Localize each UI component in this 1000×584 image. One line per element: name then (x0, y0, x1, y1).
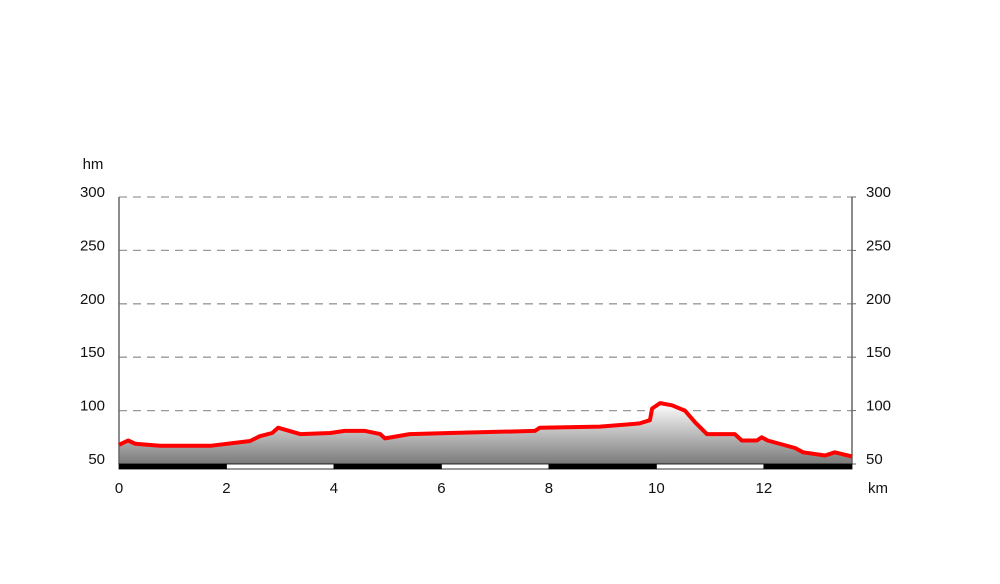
x-tick-label: 4 (330, 480, 338, 497)
y2-tick-label: 200 (866, 291, 891, 308)
x-tick-label: 6 (437, 480, 445, 497)
scale-bar (333, 463, 442, 470)
line (118, 401, 853, 459)
y2-tick-label: 250 (866, 237, 891, 254)
scale-bar (548, 463, 657, 470)
scale-bar (763, 463, 853, 470)
x-tick-label: 10 (648, 480, 665, 497)
y-tick-label: 150 (80, 344, 105, 361)
y-tick-label: 200 (80, 291, 105, 308)
scale-bar (441, 463, 550, 470)
scale-bar (655, 463, 765, 470)
y-tick-label: 250 (80, 237, 105, 254)
x-tick-label: 0 (115, 480, 123, 497)
y2-tick-label: 300 (866, 184, 891, 201)
y-tick-label: 50 (88, 451, 105, 468)
x-tick-label: 8 (545, 480, 553, 497)
y2-tick-label: 50 (866, 451, 883, 468)
x-tick-label: 2 (222, 480, 230, 497)
y-tick-label: 100 (80, 398, 105, 415)
x-tick-label: 12 (756, 480, 773, 497)
y2-tick-label: 100 (866, 398, 891, 415)
x-axis-label: km (868, 480, 888, 497)
y-axis-label: hm (83, 156, 104, 173)
y-tick-label: 300 (80, 184, 105, 201)
y2-tick-label: 150 (866, 344, 891, 361)
scale-bar (226, 463, 335, 470)
scale-bar (118, 463, 227, 470)
